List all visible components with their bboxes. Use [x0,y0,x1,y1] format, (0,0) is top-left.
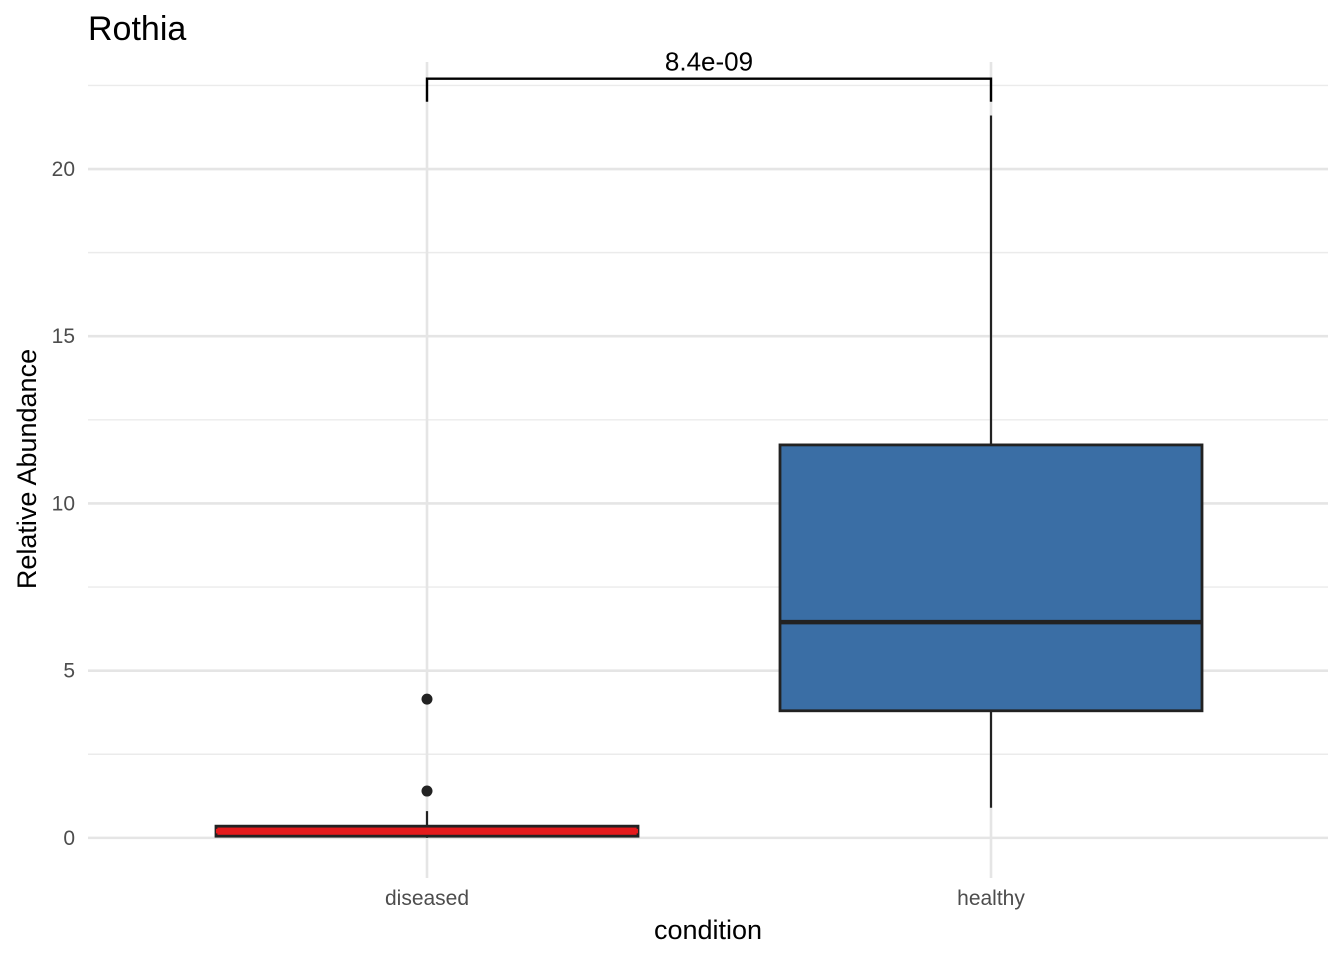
boxes-layer [214,115,1204,838]
outlier-point [421,785,433,797]
chart-title: Rothia [88,10,186,48]
bracket-line [425,77,993,102]
p-value-label: 8.4e-09 [665,47,753,77]
x-tick-label: diseased [385,887,469,910]
y-tick-label: 10 [52,492,75,515]
outlier-point [421,693,433,705]
x-tick-label: healthy [957,887,1025,910]
y-tick-label: 15 [52,325,75,348]
y-axis-ticks: 0 5 10 15 20 [52,158,75,850]
x-axis-ticks: diseased healthy [385,887,1025,910]
y-tick-label: 5 [63,660,75,683]
x-axis-title: condition [654,915,762,945]
y-tick-label: 0 [63,827,75,850]
y-axis-title: Relative Abundance [12,349,42,589]
box-healthy [778,443,1204,713]
y-tick-label: 20 [52,158,75,181]
comparison-bracket: 8.4e-09 [425,47,993,102]
